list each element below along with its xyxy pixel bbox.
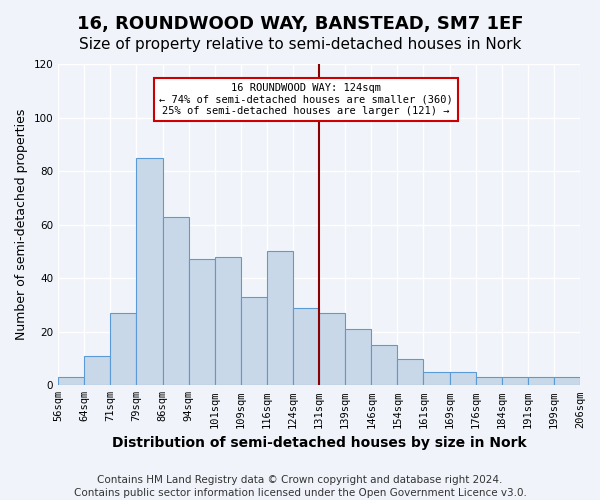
X-axis label: Distribution of semi-detached houses by size in Nork: Distribution of semi-detached houses by … [112,436,526,450]
Bar [502,378,528,386]
Text: 16, ROUNDWOOD WAY, BANSTEAD, SM7 1EF: 16, ROUNDWOOD WAY, BANSTEAD, SM7 1EF [77,15,523,33]
Bar [188,260,215,386]
Bar [424,372,449,386]
Bar [476,378,502,386]
Bar [319,313,345,386]
Y-axis label: Number of semi-detached properties: Number of semi-detached properties [15,109,28,340]
Bar [397,358,424,386]
Bar [84,356,110,386]
Bar [110,313,136,386]
Text: 16 ROUNDWOOD WAY: 124sqm
← 74% of semi-detached houses are smaller (360)
25% of : 16 ROUNDWOOD WAY: 124sqm ← 74% of semi-d… [159,82,453,116]
Bar [371,345,397,386]
Bar [241,297,267,386]
Text: Contains HM Land Registry data © Crown copyright and database right 2024.: Contains HM Land Registry data © Crown c… [97,475,503,485]
Text: Contains public sector information licensed under the Open Government Licence v3: Contains public sector information licen… [74,488,526,498]
Bar [163,216,188,386]
Bar [136,158,163,386]
Bar [293,308,319,386]
Bar [267,252,293,386]
Bar [58,378,84,386]
Text: Size of property relative to semi-detached houses in Nork: Size of property relative to semi-detach… [79,38,521,52]
Bar [345,329,371,386]
Bar [528,378,554,386]
Bar [215,257,241,386]
Bar [449,372,476,386]
Bar [554,378,580,386]
